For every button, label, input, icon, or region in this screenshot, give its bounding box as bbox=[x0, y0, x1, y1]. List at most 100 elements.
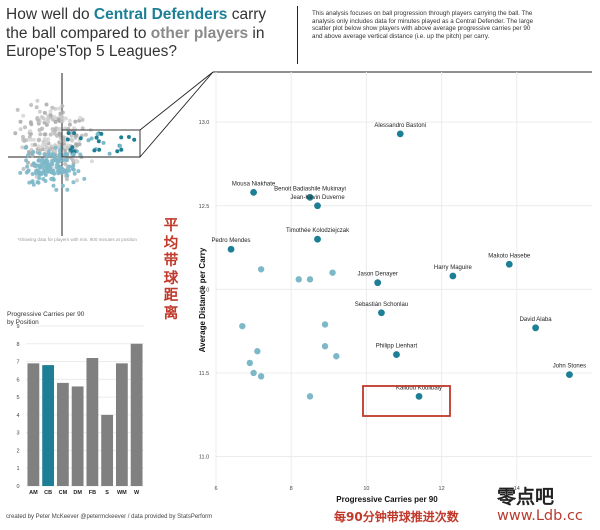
title-part: in Europe'sTop 5 Leagues? bbox=[6, 24, 265, 61]
player-point-labeled[interactable] bbox=[396, 130, 404, 138]
position-bar-chart: Progressive Carries per 90 by Position A… bbox=[7, 311, 144, 496]
bar-y-tick: 7 bbox=[16, 360, 19, 366]
player-point[interactable] bbox=[254, 348, 261, 355]
player-point[interactable] bbox=[321, 321, 329, 328]
bar[interactable] bbox=[56, 382, 69, 486]
overview-point-cb-highlight bbox=[107, 151, 112, 156]
player-point-labeled[interactable] bbox=[306, 194, 314, 201]
overview-point-cb bbox=[67, 164, 72, 169]
overview-point-other bbox=[67, 118, 72, 123]
watermark-url: www.Ldb.cc bbox=[497, 508, 583, 524]
player-point-labeled[interactable] bbox=[505, 260, 513, 268]
player-point[interactable] bbox=[239, 322, 246, 330]
overview-point-cb bbox=[76, 169, 81, 174]
bar[interactable] bbox=[101, 414, 114, 486]
player-label: Timothée Kolodziejczak bbox=[286, 228, 350, 234]
overview-point-other bbox=[22, 138, 27, 143]
overview-point-cb-highlight bbox=[95, 132, 100, 137]
overview-point-cb bbox=[53, 145, 58, 150]
y-tick-label: 13.0 bbox=[199, 120, 210, 126]
player-point[interactable] bbox=[306, 276, 314, 283]
bar-y-tick: 9 bbox=[16, 324, 19, 330]
overview-point-other bbox=[69, 133, 74, 138]
player-point[interactable] bbox=[295, 276, 302, 283]
overview-point-other bbox=[78, 115, 83, 120]
overview-point-cb bbox=[58, 159, 63, 163]
player-label: David Alaba bbox=[520, 317, 553, 323]
x-tick-label: 6 bbox=[214, 486, 217, 492]
player-point-labeled[interactable] bbox=[314, 202, 321, 210]
footer-credit: created by Peter McKeever @petermckeever… bbox=[6, 514, 213, 520]
overview-point-other bbox=[21, 134, 25, 139]
overview-point-other bbox=[37, 145, 42, 150]
overview-point-other bbox=[80, 126, 85, 131]
overview-point-cb bbox=[48, 153, 52, 158]
overview-point-other bbox=[28, 137, 33, 142]
bar[interactable] bbox=[27, 363, 40, 486]
chinese-x-annotation: 每90分钟带球推进次数 bbox=[334, 510, 459, 524]
player-point[interactable] bbox=[257, 373, 265, 380]
overview-point-other bbox=[37, 148, 42, 153]
overview-point-cb-highlight bbox=[115, 149, 120, 154]
player-point[interactable] bbox=[329, 269, 336, 276]
overview-point-cb bbox=[54, 187, 59, 192]
overview-point-cb-highlight bbox=[89, 136, 94, 141]
player-label: Mousa Niakhate bbox=[232, 181, 276, 187]
overview-point-cb bbox=[58, 165, 63, 170]
player-point-labeled[interactable] bbox=[449, 272, 457, 280]
overview-point-other bbox=[37, 137, 42, 142]
bar-category-label: S bbox=[105, 490, 109, 496]
bar-y-tick: 1 bbox=[16, 466, 19, 472]
player-point-labeled[interactable] bbox=[374, 279, 382, 287]
bar[interactable] bbox=[115, 363, 128, 486]
bar[interactable] bbox=[86, 358, 99, 486]
overview-point-other bbox=[62, 145, 67, 150]
player-point[interactable] bbox=[250, 369, 257, 377]
bar-y-tick: 4 bbox=[16, 413, 19, 419]
overview-point-cb-highlight bbox=[96, 139, 101, 144]
overview-point-other bbox=[48, 109, 53, 114]
overview-point-cb-highlight bbox=[70, 145, 75, 150]
bar-category-labels: AM CB CM DM FB S WM W bbox=[29, 490, 140, 496]
bar[interactable] bbox=[130, 343, 143, 486]
player-point[interactable] bbox=[246, 359, 254, 367]
player-point-labeled[interactable] bbox=[314, 235, 321, 243]
player-point-labeled[interactable] bbox=[566, 371, 573, 379]
overview-point-cb bbox=[72, 171, 77, 176]
watermark-chinese: 零点吧 bbox=[497, 486, 555, 508]
overview-points bbox=[13, 98, 137, 192]
zoom-connector-lower bbox=[139, 71, 214, 158]
overview-point-other bbox=[41, 116, 46, 121]
player-point[interactable] bbox=[257, 266, 265, 273]
player-point-labeled[interactable] bbox=[393, 351, 400, 358]
player-point[interactable] bbox=[306, 393, 314, 400]
player-point-labeled[interactable] bbox=[378, 309, 385, 317]
bar-category-label: W bbox=[134, 490, 140, 496]
bar[interactable] bbox=[42, 365, 55, 486]
player-label: Kalidou Koulibaly bbox=[396, 385, 442, 391]
player-point-labeled[interactable] bbox=[227, 245, 235, 253]
overview-point-other bbox=[37, 128, 42, 132]
overview-point-other bbox=[48, 132, 53, 137]
main-y-axis-label: Average Distance per Carry bbox=[198, 247, 207, 352]
player-point-labeled[interactable] bbox=[532, 324, 539, 332]
player-point-labeled[interactable] bbox=[250, 188, 257, 196]
bar-series bbox=[27, 343, 143, 486]
bar[interactable] bbox=[71, 386, 84, 486]
y-tick-label: 12.0 bbox=[199, 287, 210, 293]
player-point[interactable] bbox=[321, 343, 329, 350]
overview-point-other bbox=[53, 116, 58, 121]
overview-point-cb bbox=[78, 152, 83, 157]
bar-y-tick: 5 bbox=[16, 395, 19, 401]
overview-point-other bbox=[53, 106, 58, 111]
bar-chart-title: Progressive Carries per 90 by Position bbox=[7, 311, 86, 326]
player-point[interactable] bbox=[333, 353, 340, 360]
overview-point-cb bbox=[65, 187, 70, 192]
player-point-labeled[interactable] bbox=[415, 392, 423, 400]
title-part: How well do bbox=[6, 6, 94, 23]
overview-point-cb bbox=[30, 180, 35, 184]
bar-category-label: CM bbox=[59, 490, 68, 496]
overview-point-other bbox=[57, 106, 62, 111]
overview-point-cb-highlight bbox=[86, 138, 91, 143]
